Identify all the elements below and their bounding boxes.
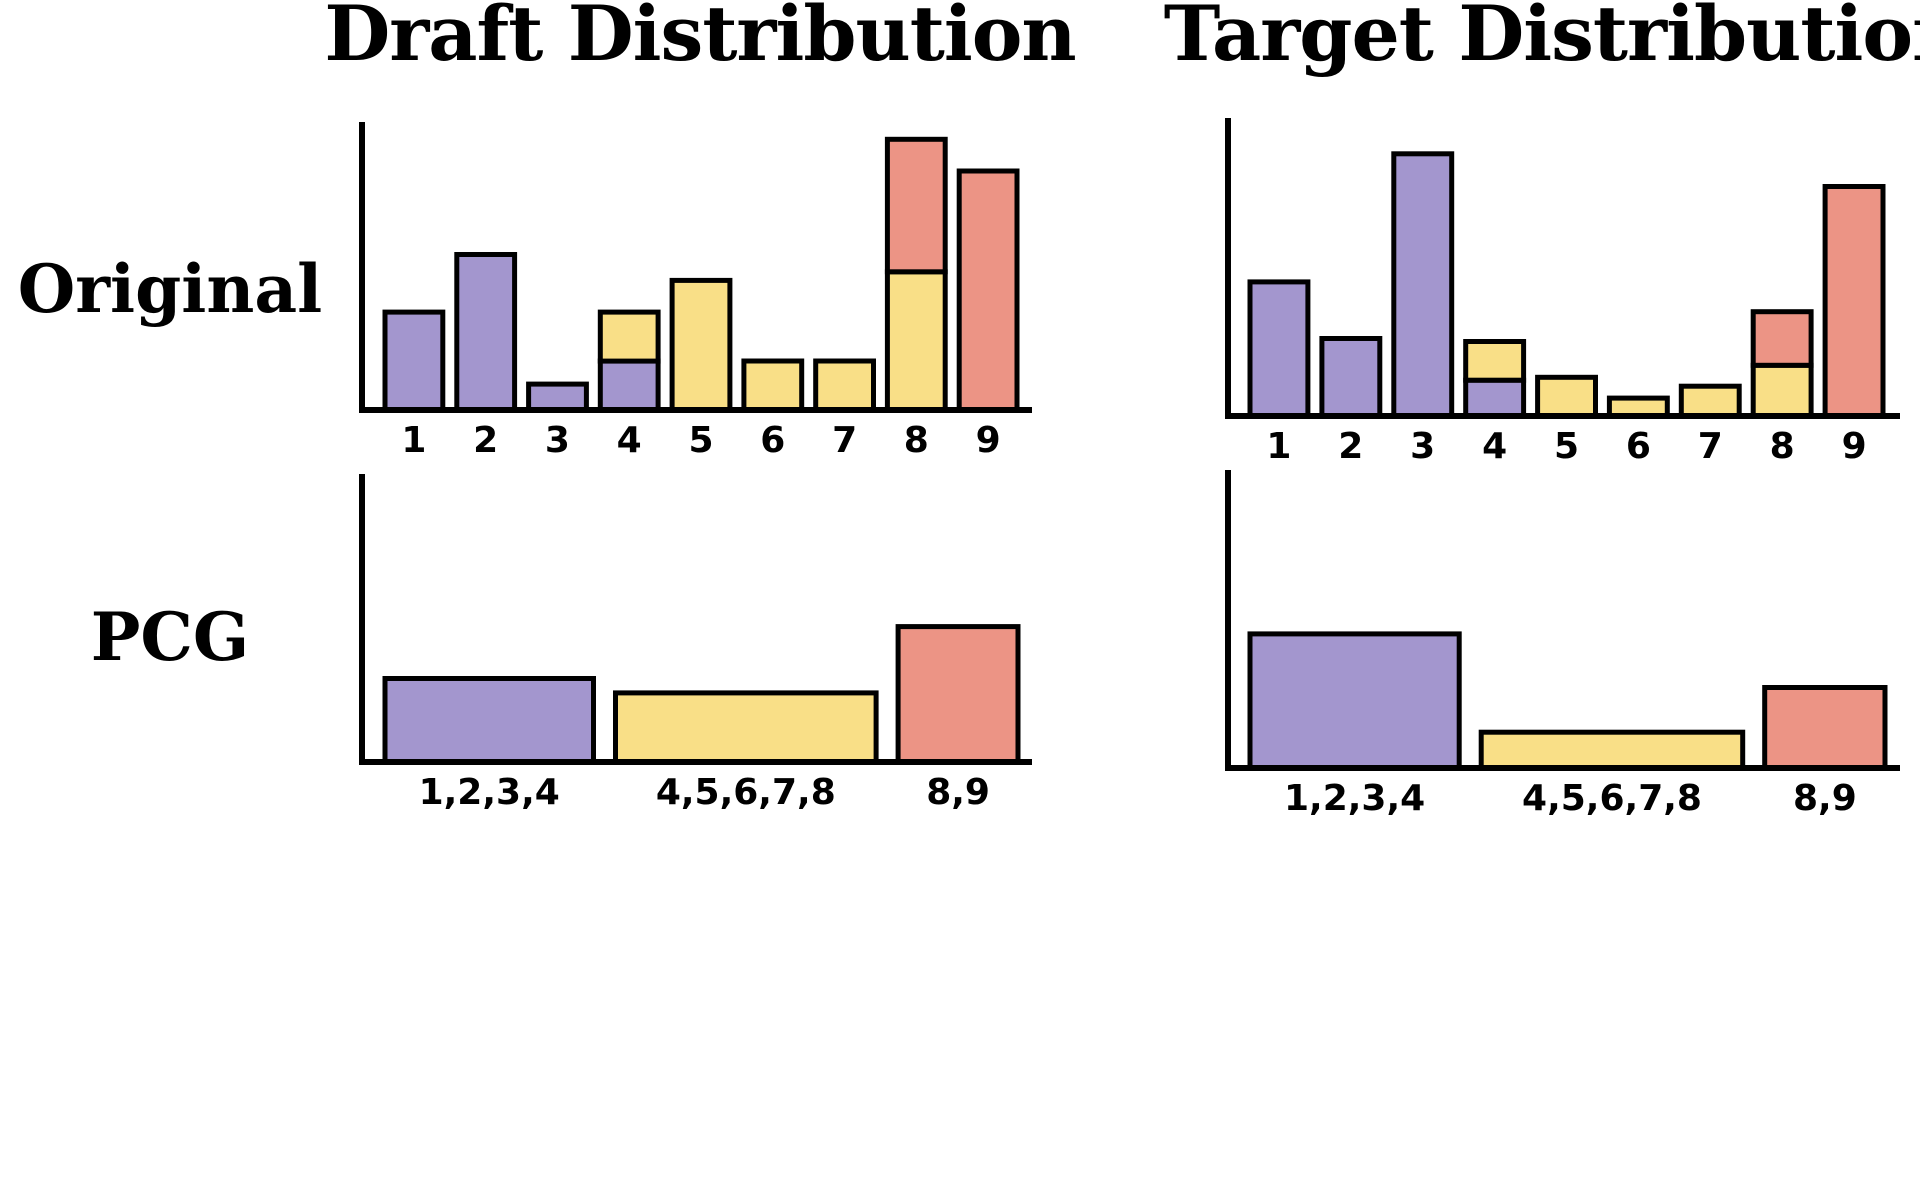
- tick-label: 2: [473, 420, 498, 461]
- chart-draft-original: 1 2 3 4 5 6 7 8 9: [359, 122, 1032, 461]
- bar-yellow-4-5-6-7-8: [1478, 729, 1746, 771]
- tick-label: 8: [1770, 426, 1795, 467]
- bar-yellow-5: [669, 277, 733, 413]
- column-title-draft: Draft Distribution: [324, 0, 1075, 78]
- bar-red-9: [956, 168, 1020, 413]
- tick-label: 4,5,6,7,8: [656, 772, 836, 813]
- bar-purple-2: [1319, 336, 1383, 419]
- tick-label: 7: [832, 420, 857, 461]
- row-label-pcg: PCG: [91, 598, 250, 676]
- chart-target-pcg: 1,2,3,4 4,5,6,7,8 8,9: [1225, 470, 1900, 819]
- tick-label: 1,2,3,4: [1284, 778, 1425, 819]
- tick-label: 5: [1554, 426, 1579, 467]
- bar-yellow-8: [884, 269, 948, 413]
- tick-label: 4: [617, 420, 642, 461]
- bar-red-8: [1750, 309, 1814, 368]
- tick-label: 8,9: [1793, 778, 1857, 819]
- bar-yellow-6: [741, 358, 805, 413]
- tick-label: 6: [760, 420, 785, 461]
- bar-yellow-5: [1535, 374, 1598, 419]
- tick-label: 2: [1338, 426, 1363, 467]
- tick-label: 3: [545, 420, 570, 461]
- bar-yellow-4-5-6-7-8: [613, 690, 879, 765]
- bar-purple-1-2-3-4: [382, 676, 596, 765]
- bar-yellow-7: [813, 358, 877, 413]
- bar-purple-1-2-3-4: [1247, 631, 1462, 771]
- tick-label: 8,9: [926, 772, 990, 813]
- tick-label: 9: [1842, 426, 1867, 467]
- bar-yellow-4: [1463, 339, 1527, 383]
- bar-yellow-7: [1678, 383, 1742, 419]
- bar-purple-3: [1391, 151, 1455, 419]
- bar-purple-3: [526, 381, 589, 413]
- bar-purple-4: [1463, 377, 1527, 419]
- tick-label: 7: [1698, 426, 1723, 467]
- bar-purple-4: [597, 358, 661, 413]
- tick-label: 6: [1626, 426, 1651, 467]
- tick-label: 9: [976, 420, 1001, 461]
- bar-red-8: [884, 136, 948, 275]
- bar-red-8-9: [895, 624, 1021, 765]
- bar-yellow-4: [597, 309, 661, 364]
- tick-label: 5: [688, 420, 713, 461]
- row-label-original: Original: [18, 250, 322, 328]
- tick-label: 4: [1482, 426, 1507, 467]
- bar-yellow-8: [1750, 362, 1814, 419]
- tick-label: 4,5,6,7,8: [1522, 778, 1702, 819]
- tick-label: 8: [904, 420, 929, 461]
- bar-purple-1: [382, 309, 446, 413]
- bar-red-9: [1822, 184, 1886, 419]
- tick-label: 1: [401, 420, 426, 461]
- column-title-target: Target Distribution: [1164, 0, 1920, 78]
- chart-draft-pcg: 1,2,3,4 4,5,6,7,8 8,9: [359, 474, 1032, 813]
- bar-purple-1: [1247, 279, 1311, 419]
- bar-red-8-9: [1762, 685, 1888, 771]
- tick-label: 1,2,3,4: [419, 772, 560, 813]
- bar-purple-2: [454, 252, 518, 413]
- tick-label: 1: [1266, 426, 1291, 467]
- chart-target-original: 1 2 3 4 5 6 7 8 9: [1225, 118, 1900, 467]
- tick-label: 3: [1410, 426, 1435, 467]
